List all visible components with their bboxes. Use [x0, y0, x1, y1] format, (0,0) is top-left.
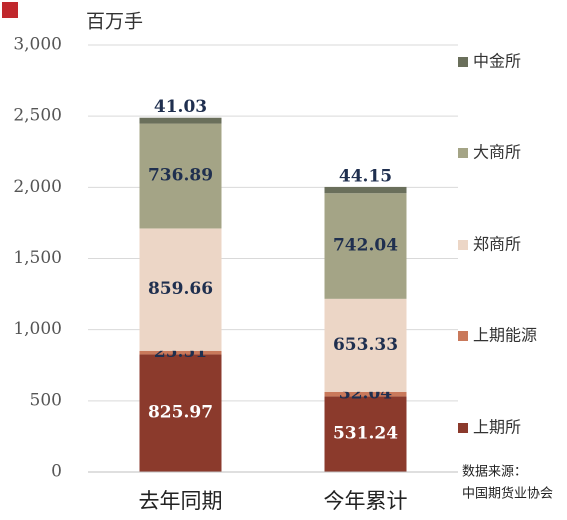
- legend-label: 中金所: [473, 52, 521, 71]
- source-note: 中国期货业协会: [462, 486, 553, 502]
- data-label: 825.97: [148, 403, 213, 423]
- data-label: 859.66: [148, 279, 213, 299]
- bar-segment: [324, 391, 407, 397]
- data-label: 44.15: [339, 166, 392, 186]
- bar-segment: [324, 193, 407, 299]
- y-tick-label: 3,000: [13, 35, 62, 55]
- unit-label: 百万手: [86, 11, 143, 33]
- data-label: 742.04: [333, 236, 398, 256]
- y-tick-label: 2,500: [13, 106, 62, 126]
- bar-segment: [139, 117, 222, 124]
- y-tick-label: 500: [30, 390, 62, 410]
- legend-swatch: [458, 331, 468, 341]
- data-label: 653.33: [333, 335, 398, 355]
- data-label: 736.89: [148, 166, 213, 186]
- legend-swatch: [458, 148, 468, 158]
- bar-segment: [139, 228, 222, 351]
- y-tick-label: 1,500: [13, 248, 62, 268]
- bar-segment: [139, 350, 222, 355]
- legend-swatch: [458, 240, 468, 250]
- bar-segment: [324, 298, 407, 392]
- legend-swatch: [458, 423, 468, 433]
- legend-label: 郑商所: [473, 235, 521, 254]
- logo: [2, 2, 18, 18]
- data-label: 531.24: [333, 424, 398, 444]
- data-label: 41.03: [154, 97, 207, 117]
- legend-label: 大商所: [473, 143, 521, 162]
- x-tick-label: 去年同期: [139, 489, 223, 513]
- y-tick-label: 0: [51, 462, 62, 482]
- source-note: 数据来源：: [462, 465, 527, 480]
- y-tick-label: 1,000: [13, 319, 62, 339]
- legend-swatch: [458, 57, 468, 67]
- x-tick-label: 今年累计: [324, 489, 408, 513]
- bar-segment: [324, 396, 407, 472]
- y-tick-label: 2,000: [13, 177, 62, 197]
- legend-label: 上期所: [473, 418, 521, 437]
- bar-segment: [139, 123, 222, 229]
- bar-segment: [139, 354, 222, 472]
- bar-segment: [324, 186, 407, 194]
- legend-label: 上期能源: [473, 326, 537, 345]
